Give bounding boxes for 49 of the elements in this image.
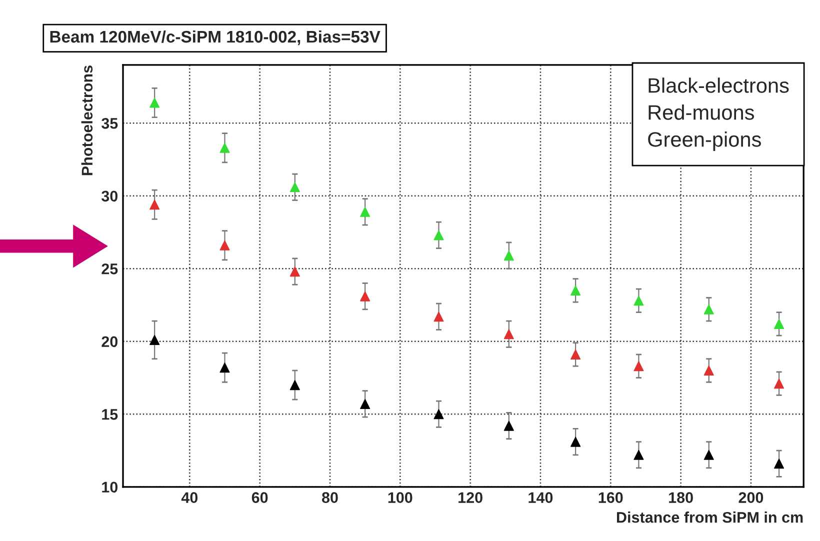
y-tick-label: 15 — [102, 409, 118, 420]
point — [774, 458, 784, 469]
point — [360, 206, 370, 217]
x-tick-label: 180 — [669, 492, 693, 503]
point — [504, 329, 514, 340]
point — [290, 182, 300, 192]
y-axis-title: Photoelectrons — [81, 66, 93, 176]
point — [704, 450, 714, 460]
point — [634, 296, 644, 306]
point — [570, 436, 581, 447]
point — [774, 318, 784, 329]
x-tick-label: 60 — [252, 492, 268, 503]
point — [634, 450, 644, 460]
y-tick-label: 30 — [102, 190, 118, 202]
x-tick-label: 120 — [458, 492, 482, 503]
point — [704, 304, 714, 314]
x-tick-label: 200 — [738, 492, 764, 503]
y-tick-label: 20 — [102, 336, 118, 348]
point — [434, 230, 444, 240]
point — [774, 378, 784, 389]
x-tick-label: 40 — [181, 492, 198, 503]
point — [360, 398, 370, 409]
point — [290, 266, 300, 277]
point — [220, 142, 230, 153]
point — [150, 200, 160, 210]
y-tick-label: 25 — [102, 264, 118, 274]
point — [504, 250, 514, 261]
point — [220, 362, 230, 373]
chart-title: Beam 120MeV/c-SiPM 1810-002, Bias=53V — [50, 30, 380, 46]
point — [434, 312, 444, 322]
x-tick-label: 160 — [598, 492, 623, 503]
x-tick-label: 140 — [528, 492, 553, 503]
point — [220, 240, 230, 250]
point — [290, 380, 300, 390]
point — [150, 98, 160, 108]
y-tick-label: 10 — [102, 482, 118, 493]
y-tick-label: 35 — [102, 118, 118, 129]
x-tick-label: 80 — [322, 492, 338, 503]
point — [570, 349, 581, 360]
annotation: Black-electrons Red-muons Green-pions — [648, 78, 789, 151]
point — [150, 334, 160, 345]
x-axis-title: Distance from SiPM in cm — [617, 512, 803, 523]
point — [570, 285, 581, 296]
point — [360, 291, 370, 302]
point — [434, 409, 444, 420]
x-tick-label: 100 — [388, 492, 412, 503]
point — [704, 365, 714, 376]
point — [634, 361, 644, 372]
point — [504, 420, 514, 431]
